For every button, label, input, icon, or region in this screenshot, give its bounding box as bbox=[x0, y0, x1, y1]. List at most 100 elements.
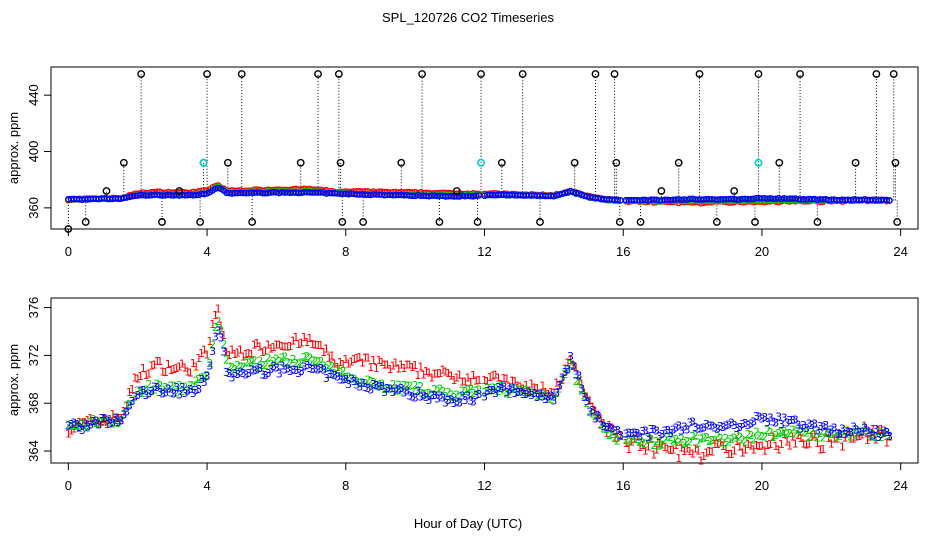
series-3-point: 3 bbox=[190, 387, 197, 400]
series-2-point: 2 bbox=[387, 383, 394, 396]
series-1-point: 1 bbox=[287, 340, 294, 353]
series-3-point: 3 bbox=[750, 416, 757, 429]
series-3-point: 3 bbox=[270, 360, 277, 373]
series-3-point: 3 bbox=[206, 359, 213, 372]
outlier-point bbox=[889, 70, 898, 78]
series-3-point: 3 bbox=[806, 417, 813, 430]
series-2-point: 2 bbox=[531, 387, 538, 400]
series-1-point: 1 bbox=[403, 359, 410, 372]
series-2-point: 2 bbox=[656, 439, 663, 452]
series-2-point: 2 bbox=[770, 431, 777, 444]
series-1-point: 1 bbox=[484, 375, 491, 388]
series-1-point: 1 bbox=[331, 358, 338, 371]
series-3-point: 3 bbox=[514, 386, 521, 399]
series-2-point: 2 bbox=[750, 434, 757, 447]
series-3-point: 3 bbox=[520, 388, 527, 401]
bottom-x-tick-label: 12 bbox=[477, 478, 491, 493]
series-3-point: 3 bbox=[509, 381, 516, 394]
series-1-point: 1 bbox=[398, 359, 405, 372]
series-2-point: 2 bbox=[653, 435, 660, 448]
series-3-point: 3 bbox=[450, 397, 457, 410]
series-1-point: 1 bbox=[237, 343, 244, 356]
series-1-point: 1 bbox=[761, 444, 768, 457]
series-1-point: 1 bbox=[520, 382, 527, 395]
series-2-point: 2 bbox=[312, 355, 319, 368]
series-3-point: 3 bbox=[536, 388, 543, 401]
series-2-point: 2 bbox=[417, 380, 424, 393]
series-1-point: 1 bbox=[864, 434, 871, 447]
series-3-point: 3 bbox=[98, 412, 105, 425]
series-3-point: 3 bbox=[797, 422, 804, 435]
series-1-point: 1 bbox=[539, 380, 546, 393]
series-2-point: 2 bbox=[209, 339, 216, 352]
series-2-point: 2 bbox=[267, 357, 274, 370]
series-1-point: 1 bbox=[412, 359, 419, 372]
series-3-point: 3 bbox=[745, 419, 752, 432]
series-2-point: 2 bbox=[448, 389, 455, 402]
series-1-point: 1 bbox=[650, 448, 657, 461]
series-1-point: 1 bbox=[792, 438, 799, 451]
series-1-point: 1 bbox=[195, 352, 202, 365]
series-1-point: 1 bbox=[93, 417, 100, 430]
series-2-point: 2 bbox=[745, 428, 752, 441]
series-1-point: 1 bbox=[564, 356, 571, 369]
series-3-point: 3 bbox=[728, 416, 735, 429]
series-3-point: 3 bbox=[828, 423, 835, 436]
series-3-point: 3 bbox=[764, 416, 771, 429]
series-3-point: 3 bbox=[586, 405, 593, 418]
series-2-point: 2 bbox=[412, 379, 419, 392]
series-1-point: 1 bbox=[126, 386, 133, 399]
series-3-point: 3 bbox=[881, 424, 888, 437]
series-1-point: 1 bbox=[675, 452, 682, 465]
series-3-point: 3 bbox=[581, 391, 588, 404]
series-2-point: 2 bbox=[545, 393, 552, 406]
series-2-point: 2 bbox=[614, 435, 621, 448]
series-2-point: 2 bbox=[323, 362, 330, 375]
series-2-point: 2 bbox=[811, 428, 818, 441]
series-3-point: 3 bbox=[412, 391, 419, 404]
series-2-point: 2 bbox=[570, 360, 577, 373]
series-3-point: 3 bbox=[265, 367, 272, 380]
series-3-point: 3 bbox=[811, 417, 818, 430]
series-1-point: 1 bbox=[184, 365, 191, 378]
series-1-point: 1 bbox=[328, 350, 335, 363]
series-2-point: 2 bbox=[487, 385, 494, 398]
series-1-point: 1 bbox=[323, 342, 330, 355]
series-3-point: 3 bbox=[545, 390, 552, 403]
series-1-point: 1 bbox=[137, 370, 144, 383]
series-3-point: 3 bbox=[240, 367, 247, 380]
series-3-point: 3 bbox=[886, 430, 893, 443]
series-1-point: 1 bbox=[614, 432, 621, 445]
series-1-point: 1 bbox=[714, 438, 721, 451]
series-1-point: 1 bbox=[439, 364, 446, 377]
series-3-point: 3 bbox=[675, 419, 682, 432]
outlier-point bbox=[477, 70, 485, 78]
series-3-point: 3 bbox=[614, 424, 621, 437]
series-2-point: 2 bbox=[434, 384, 441, 397]
series-1-point: 1 bbox=[423, 365, 430, 378]
series-2-point: 2 bbox=[351, 372, 358, 385]
bottom-y-tick-label: 372 bbox=[26, 345, 41, 367]
series-3-point: 3 bbox=[248, 364, 255, 377]
series-1-point: 1 bbox=[309, 338, 316, 351]
series-3-point: 3 bbox=[384, 382, 391, 395]
series-2-point: 2 bbox=[406, 379, 413, 392]
series-2-point: 2 bbox=[118, 414, 125, 427]
series-3-point: 3 bbox=[692, 421, 699, 434]
series-3-point: 3 bbox=[706, 419, 713, 432]
series-3-point: 3 bbox=[131, 390, 138, 403]
series-3-point: 3 bbox=[883, 426, 890, 439]
series-1-point: 1 bbox=[631, 432, 638, 445]
series-1-point: 1 bbox=[498, 378, 505, 391]
series-2-point: 2 bbox=[287, 357, 294, 370]
series-3-point: 3 bbox=[406, 389, 413, 402]
series-2-point: 2 bbox=[162, 381, 169, 394]
series-3-point: 3 bbox=[179, 381, 186, 394]
series-3-point: 3 bbox=[539, 390, 546, 403]
series-3-point: 3 bbox=[309, 363, 316, 376]
series-2-point: 2 bbox=[112, 413, 119, 426]
series-2-point: 2 bbox=[170, 379, 177, 392]
series-2-point: 2 bbox=[856, 425, 863, 438]
series-2-point: 2 bbox=[883, 426, 890, 439]
